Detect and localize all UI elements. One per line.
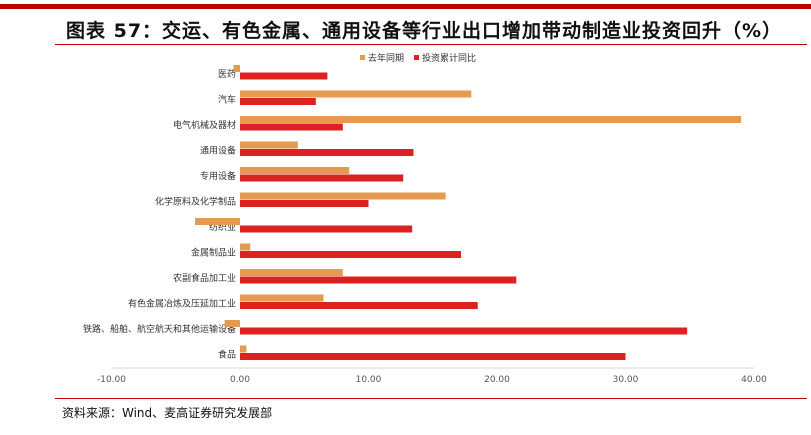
bar-cumulative-11	[240, 353, 626, 360]
x-tick-label-0: -10.00	[97, 375, 126, 385]
category-label-9: 有色金属冶炼及压延加工业	[128, 298, 236, 310]
x-tick-label-3: 20.00	[484, 375, 510, 385]
bar-cumulative-5	[240, 200, 369, 207]
bar-cumulative-6	[240, 225, 413, 233]
category-labels: 医药汽车电气机械及器材通用设备专用设备化学原料及化学制品纺织业金属制品业农副食品…	[83, 69, 236, 361]
source-rule	[55, 398, 807, 399]
bar-last-year-3	[240, 141, 298, 149]
chart-title: 图表 57：交运、有色金属、通用设备等行业出口增加带动制造业投资回升（%）	[66, 20, 783, 42]
bar-last-year-2	[240, 116, 742, 123]
category-label-5: 化学原料及化学制品	[155, 196, 236, 208]
bar-cumulative-8	[240, 276, 517, 284]
legend: 去年同期 投资累计同比	[360, 52, 476, 64]
category-label-3: 通用设备	[200, 145, 236, 157]
x-axis: -10.00 0.00 10.00 20.00 30.00 40.00	[97, 367, 767, 385]
bar-last-year-10	[224, 320, 240, 327]
bars	[195, 65, 742, 360]
bar-last-year-4	[240, 167, 350, 174]
legend-label-0: 去年同期	[368, 52, 404, 64]
legend-label-1: 投资累计同比	[422, 52, 476, 64]
category-label-8: 农副食品加工业	[173, 272, 236, 284]
top-rule	[0, 4, 811, 9]
category-label-1: 汽车	[218, 94, 236, 106]
x-tick-label-1: 0.00	[230, 375, 250, 385]
bar-cumulative-2	[240, 123, 343, 131]
x-tick-label-4: 30.00	[613, 375, 639, 385]
bar-last-year-6	[195, 218, 240, 225]
x-tick-label-5: 40.00	[741, 375, 767, 385]
bar-last-year-0	[233, 65, 240, 72]
bar-last-year-1	[240, 90, 472, 98]
category-label-10: 铁路、船舶、航空航天和其他运输设备	[83, 323, 236, 335]
category-label-2: 电气机械及器材	[173, 119, 236, 131]
legend-swatch-0	[360, 55, 365, 60]
bar-cumulative-3	[240, 149, 414, 156]
category-label-11: 食品	[218, 349, 236, 361]
category-label-0: 医药	[218, 69, 236, 80]
x-tick-label-2: 10.00	[356, 375, 382, 385]
bar-cumulative-1	[240, 98, 316, 105]
bar-cumulative-4	[240, 174, 404, 182]
bar-cumulative-7	[240, 251, 462, 258]
bar-cumulative-9	[240, 302, 478, 309]
bar-last-year-7	[240, 243, 251, 251]
source-note: 资料来源：Wind、麦高证券研究发展部	[62, 406, 273, 420]
category-label-7: 金属制品业	[191, 247, 236, 259]
bar-cumulative-0	[240, 72, 328, 80]
legend-swatch-1	[414, 55, 419, 60]
bar-last-year-5	[240, 192, 446, 200]
bar-last-year-9	[240, 294, 324, 302]
bar-last-year-11	[240, 345, 247, 353]
title-rule	[55, 44, 807, 45]
bar-last-year-8	[240, 269, 343, 276]
category-label-4: 专用设备	[200, 170, 236, 182]
bar-cumulative-10	[240, 327, 688, 335]
